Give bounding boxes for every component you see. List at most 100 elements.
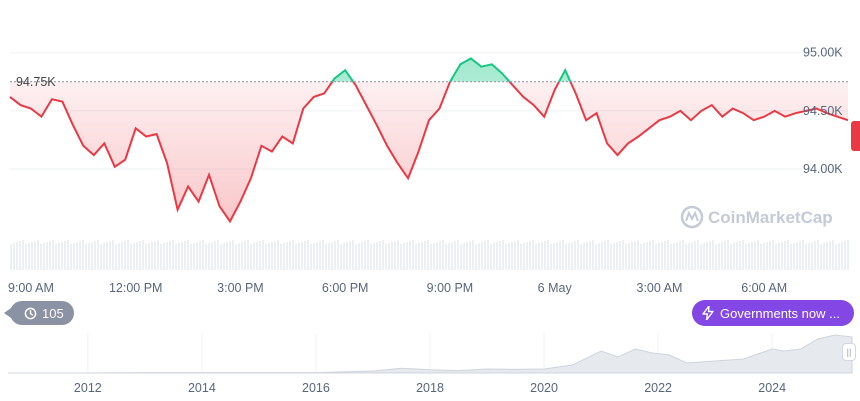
volume-bar [67,240,69,270]
volume-bar [784,241,786,270]
volume-bar [700,244,702,270]
volume-bar [280,244,282,270]
volume-bar [685,244,687,270]
volume-bar [457,240,459,270]
volume-bar [16,242,18,270]
volume-bar [544,241,546,270]
volume-bar [469,241,471,270]
volume-bar [385,244,387,270]
volume-bar [109,241,111,270]
coinmarketcap-logo-mark [685,210,699,222]
volume-bar [331,242,333,270]
volume-bar [199,241,201,270]
volume-bar [100,244,102,270]
volume-bar [673,243,675,270]
volume-bar [553,243,555,270]
volume-bar [157,240,159,270]
volume-bar [799,241,801,270]
volume-bar [307,240,309,270]
volume-bar [259,241,261,270]
overview-navigator[interactable]: 2012 2014 2016 2018 2020 2022 2024 [8,331,853,395]
volume-bar [760,244,762,270]
volume-bar [346,242,348,270]
volume-bar [364,241,366,270]
volume-bar [622,240,624,270]
volume-bar [22,240,24,270]
volume-bar [412,240,414,270]
history-count-button[interactable]: 105 [4,301,74,325]
volume-bar [292,240,294,270]
volume-bar [58,243,60,270]
volume-bar [511,242,513,270]
volume-bar [532,240,534,270]
volume-bar [529,241,531,270]
volume-bar [712,240,714,270]
volume-bar [775,244,777,270]
volume-bar [106,242,108,270]
volume-bar [313,243,315,270]
volume-bar [820,244,822,270]
volume-bar [466,242,468,270]
volume-bar [835,244,837,270]
volume-bar [121,242,123,270]
x-tick-label: 9:00 AM [8,281,54,295]
volume-bar [193,243,195,270]
navigator-handle[interactable]: || [842,343,856,361]
volume-bar [151,242,153,270]
volume-bar [574,241,576,270]
volume-bar [301,242,303,270]
volume-bar [697,240,699,270]
volume-bar [613,243,615,270]
volume-bar [724,241,726,270]
volume-bars [10,240,849,270]
volume-bar [409,241,411,270]
volume-bar [727,240,729,270]
volume-bar [715,244,717,270]
volume-bar [76,242,78,270]
volume-bar [391,242,393,270]
x-tick-label: 3:00 AM [637,281,683,295]
volume-bar [505,244,507,270]
volume-bar [580,244,582,270]
volume-bar [127,240,129,270]
volume-bar [640,244,642,270]
news-label: Governments now ... [720,305,840,321]
volume-bar [112,240,114,270]
volume-bar [328,243,330,270]
volume-bar [487,240,489,270]
lightning-icon [702,306,714,320]
volume-bar [460,244,462,270]
volume-bar [286,242,288,270]
volume-bar [475,244,477,270]
volume-bar [538,243,540,270]
volume-bar [190,244,192,270]
volume-bar [262,240,264,270]
volume-bar [703,243,705,270]
volume-bar [718,243,720,270]
volume-bar [415,244,417,270]
volume-bar [565,244,567,270]
volume-bar [436,242,438,270]
year-tick-label: 2018 [416,381,444,395]
year-tick-label: 2024 [758,381,786,395]
volume-bar [25,244,27,270]
volume-bar [52,240,54,270]
news-event-button[interactable]: Governments now ... [692,300,854,326]
year-tick-label: 2022 [644,381,672,395]
volume-bar [361,242,363,270]
history-count: 105 [42,305,64,321]
volume-bar [34,241,36,270]
volume-bar [31,242,33,270]
year-tick-label: 2014 [188,381,216,395]
volume-bar [490,244,492,270]
volume-bar [97,240,99,270]
volume-bar [253,243,255,270]
volume-bar [352,240,354,270]
volume-bar [316,242,318,270]
current-price-marker [851,121,860,151]
volume-bar [181,242,183,270]
volume-bar [484,241,486,270]
volume-bar [124,241,126,270]
volume-bar [148,243,150,270]
volume-bar [103,243,105,270]
